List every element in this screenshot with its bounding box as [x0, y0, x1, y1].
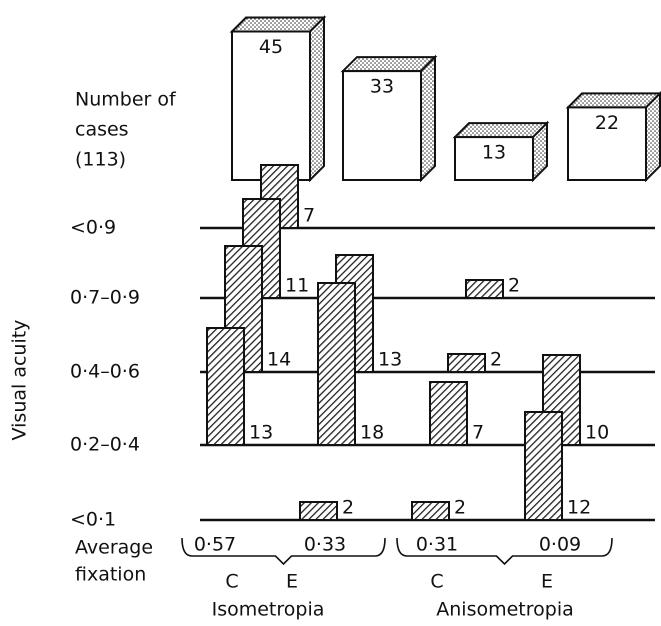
fixation-value: 0·33 [304, 534, 346, 556]
bar [317, 282, 356, 446]
group-label: Isometropia [212, 599, 325, 621]
row-label: <0·9 [70, 217, 116, 239]
fixation-value: 0·09 [539, 534, 581, 556]
case-box-side [645, 90, 661, 183]
case-box [231, 30, 311, 181]
brace [181, 537, 386, 566]
category-label: C [430, 571, 443, 593]
bar-label: 13 [378, 349, 402, 371]
cases-label: cases [75, 119, 129, 141]
case-box [567, 106, 647, 181]
group-label: Anisometropia [436, 599, 574, 621]
fixation-value: 0·31 [416, 534, 458, 556]
bar-label: 2 [508, 275, 520, 297]
bar [447, 353, 486, 373]
bar-label: 14 [267, 349, 291, 371]
bar-label: 18 [360, 422, 384, 444]
bar-label: 13 [249, 422, 273, 444]
bar-label: 2 [342, 497, 354, 519]
row-label: 0·4–0·6 [70, 361, 140, 383]
row-label: 0·2–0·4 [70, 434, 140, 456]
case-count: 22 [595, 112, 619, 134]
case-count: 33 [370, 76, 394, 98]
y-axis-label: Visual acuity [9, 320, 31, 441]
case-box-top [452, 122, 550, 139]
case-box-side [309, 15, 325, 183]
bar [206, 327, 245, 446]
category-label: E [286, 571, 298, 593]
bar-label: 10 [585, 422, 609, 444]
bar [465, 279, 504, 299]
bar-label: 12 [567, 497, 591, 519]
case-count: 13 [482, 142, 506, 164]
case-box-top [229, 16, 327, 33]
brace [396, 537, 613, 566]
category-label: E [541, 571, 553, 593]
cases-label: Number of [75, 89, 177, 111]
case-box-top [565, 92, 661, 109]
fixation-label: fixation [75, 564, 146, 586]
case-box-side [420, 54, 436, 183]
fixation-label: Average [75, 537, 153, 559]
row-label: <0·1 [70, 509, 116, 531]
case-box-top [340, 56, 438, 73]
bar-label: 7 [472, 422, 484, 444]
bar [411, 501, 450, 521]
bar-label: 11 [285, 275, 309, 297]
row-label: 0·7–0·9 [70, 287, 140, 309]
category-label: C [225, 571, 238, 593]
bar [299, 501, 338, 521]
fixation-value: 0·57 [194, 534, 236, 556]
bar-label: 7 [303, 205, 315, 227]
bar-label: 2 [490, 349, 502, 371]
bar [524, 411, 563, 521]
bar-label: 2 [454, 497, 466, 519]
case-box [454, 136, 534, 182]
bar [429, 381, 468, 446]
case-count: 45 [259, 36, 283, 58]
cases-label: (113) [75, 149, 126, 171]
case-box [342, 70, 422, 181]
